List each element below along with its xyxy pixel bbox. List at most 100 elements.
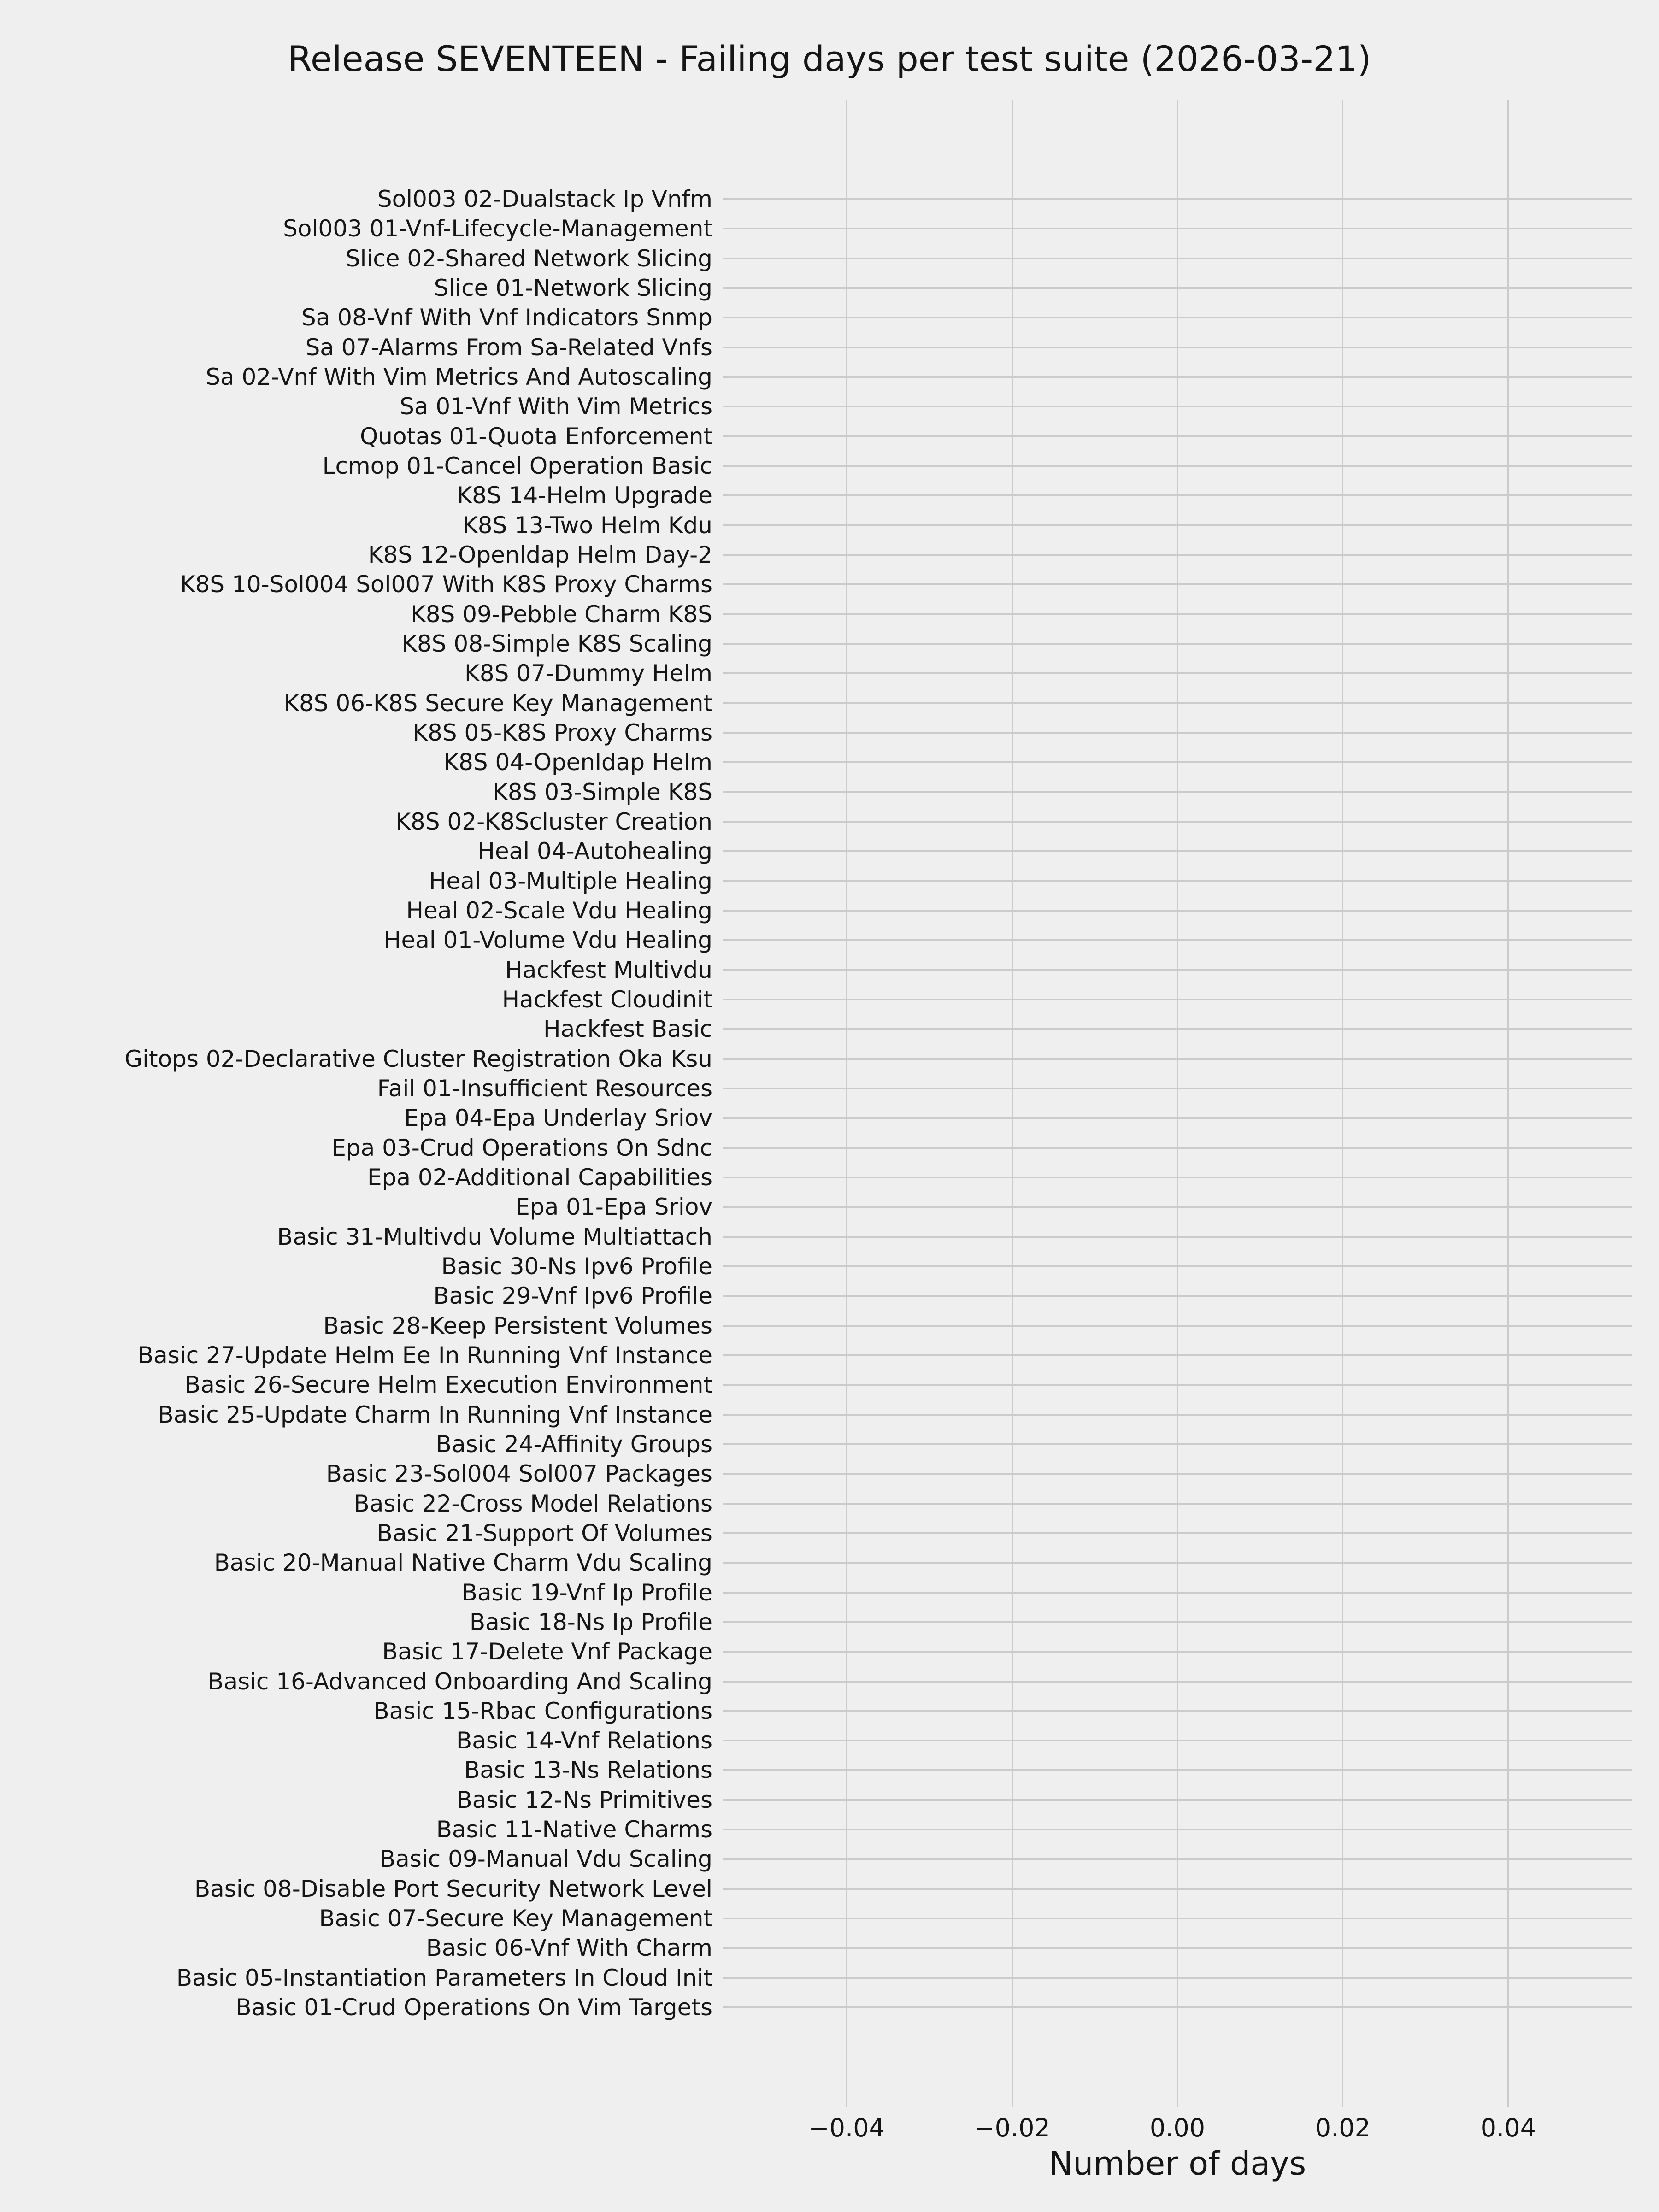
y-axis-label: Basic 14-Vnf Relations xyxy=(456,1727,712,1754)
gridline-horizontal xyxy=(723,1532,1632,1534)
y-axis-label: K8S 02-K8Scluster Creation xyxy=(395,808,712,835)
y-axis-label: Basic 08-Disable Port Security Network L… xyxy=(194,1875,712,1902)
gridline-horizontal xyxy=(723,761,1632,764)
gridline-horizontal xyxy=(723,1147,1632,1149)
y-axis-label: Sa 01-Vnf With Vim Metrics xyxy=(400,393,712,420)
gridline-horizontal xyxy=(723,969,1632,971)
gridline-horizontal xyxy=(723,1295,1632,1297)
gridline-horizontal xyxy=(723,1769,1632,1771)
gridline-horizontal xyxy=(723,583,1632,586)
x-axis-tick-label: −0.02 xyxy=(974,2113,1050,2142)
gridline-horizontal xyxy=(723,1354,1632,1356)
gridline-horizontal xyxy=(723,1740,1632,1742)
y-axis-label: Basic 13-Ns Relations xyxy=(464,1757,712,1784)
y-axis-label: K8S 09-Pebble Charm K8S xyxy=(411,600,712,628)
y-axis-label: K8S 03-Simple K8S xyxy=(493,778,712,806)
x-axis-tick-label: 0.04 xyxy=(1480,2113,1536,2142)
gridline-horizontal xyxy=(723,672,1632,675)
y-axis-label: Lcmop 01-Cancel Operation Basic xyxy=(322,452,712,479)
y-axis-label: Basic 30-Ns Ipv6 Profile xyxy=(441,1253,712,1280)
gridline-vertical xyxy=(1507,100,1509,2107)
gridline-horizontal xyxy=(723,1028,1632,1030)
y-axis-label: Basic 20-Manual Native Charm Vdu Scaling xyxy=(214,1549,712,1577)
y-axis-label: Basic 24-Affinity Groups xyxy=(435,1430,712,1458)
y-axis-label: Basic 06-Vnf With Charm xyxy=(426,1935,712,1962)
gridline-horizontal xyxy=(723,1888,1632,1890)
gridline-horizontal xyxy=(723,998,1632,1000)
y-axis-label: Heal 02-Scale Vdu Healing xyxy=(406,897,712,924)
gridline-horizontal xyxy=(723,228,1632,230)
gridline-horizontal xyxy=(723,376,1632,378)
gridline-horizontal xyxy=(723,1918,1632,1920)
gridline-horizontal xyxy=(723,1235,1632,1238)
y-axis-label: Sol003 02-Dualstack Ip Vnfm xyxy=(377,186,712,212)
gridline-horizontal xyxy=(723,791,1632,793)
x-axis-tick-label: 0.00 xyxy=(1149,2113,1206,2142)
y-axis-label: Slice 01-Network Slicing xyxy=(434,274,712,301)
gridline-horizontal xyxy=(723,850,1632,853)
y-axis-label: Basic 25-Update Charm In Running Vnf Ins… xyxy=(158,1401,712,1428)
y-axis-label: Sol003 01-Vnf-Lifecycle-Management xyxy=(283,215,712,242)
gridline-horizontal xyxy=(723,1829,1632,1831)
y-axis-label: Sa 08-Vnf With Vnf Indicators Snmp xyxy=(301,304,712,331)
gridline-horizontal xyxy=(723,1977,1632,1979)
gridline-vertical xyxy=(846,100,847,2107)
gridline-horizontal xyxy=(723,731,1632,734)
gridline-horizontal xyxy=(723,2006,1632,2009)
gridline-horizontal xyxy=(723,1502,1632,1505)
gridline-horizontal xyxy=(723,1858,1632,1860)
y-axis-label: K8S 12-Openldap Helm Day-2 xyxy=(368,541,712,568)
gridline-horizontal xyxy=(723,1710,1632,1712)
y-axis-label: Basic 15-Rbac Configurations xyxy=(373,1697,712,1724)
gridline-vertical xyxy=(1011,100,1013,2107)
y-axis-label: Slice 02-Shared Network Slicing xyxy=(345,245,712,272)
gridline-horizontal xyxy=(723,702,1632,704)
y-axis-label: Basic 12-Ns Primitives xyxy=(456,1786,713,1813)
gridline-horizontal xyxy=(723,287,1632,289)
y-axis-label: Hackfest Basic xyxy=(543,1016,712,1043)
gridline-horizontal xyxy=(723,1651,1632,1653)
gridline-horizontal xyxy=(723,553,1632,556)
x-axis-tick-label: −0.04 xyxy=(808,2113,885,2142)
y-axis-label: Heal 04-Autohealing xyxy=(477,838,712,865)
y-axis-label: Basic 26-Secure Helm Execution Environme… xyxy=(184,1371,712,1399)
gridline-horizontal xyxy=(723,1058,1632,1060)
x-axis-title: Number of days xyxy=(1048,2145,1306,2183)
gridline-horizontal xyxy=(723,1799,1632,1801)
y-axis-label: Basic 19-Vnf Ip Profile xyxy=(461,1579,712,1606)
gridline-horizontal xyxy=(723,465,1632,467)
y-axis-label: Basic 21-Support Of Volumes xyxy=(377,1519,712,1547)
x-axis-tick-label: 0.02 xyxy=(1315,2113,1371,2142)
y-axis-label: Basic 17-Delete Vnf Package xyxy=(382,1638,712,1665)
gridline-horizontal xyxy=(723,1324,1632,1327)
y-axis-label: Basic 16-Advanced Onboarding And Scaling xyxy=(208,1668,712,1695)
gridline-horizontal xyxy=(723,820,1632,823)
gridline-horizontal xyxy=(723,1087,1632,1089)
y-axis-label: Basic 27-Update Helm Ee In Running Vnf I… xyxy=(137,1341,712,1369)
y-axis-label: Heal 03-Multiple Healing xyxy=(429,867,712,894)
y-axis-label: Basic 23-Sol004 Sol007 Packages xyxy=(326,1460,712,1488)
y-axis-label: K8S 13-Two Helm Kdu xyxy=(462,512,712,539)
gridline-horizontal xyxy=(723,880,1632,882)
gridline-horizontal xyxy=(723,198,1632,200)
y-axis-label: Basic 31-Multivdu Volume Multiattach xyxy=(277,1223,712,1250)
y-axis-label: K8S 06-K8S Secure Key Management xyxy=(284,689,712,717)
y-axis-label: Basic 07-Secure Key Management xyxy=(319,1905,712,1932)
y-axis-label: K8S 05-K8S Proxy Charms xyxy=(412,719,712,746)
gridline-horizontal xyxy=(723,257,1632,259)
y-axis-label: Basic 05-Instantiation Parameters In Clo… xyxy=(176,1964,712,1991)
gridline-horizontal xyxy=(723,435,1632,437)
chart-title: Release SEVENTEEN - Failing days per tes… xyxy=(288,38,1371,79)
y-axis-label: K8S 07-Dummy Helm xyxy=(465,660,712,687)
gridline-horizontal xyxy=(723,1562,1632,1564)
y-axis-label: Fail 01-Insufficient Resources xyxy=(377,1075,712,1102)
gridline-horizontal xyxy=(723,1117,1632,1119)
y-axis-label: Quotas 01-Quota Enforcement xyxy=(359,423,712,450)
gridline-horizontal xyxy=(723,1947,1632,1949)
y-axis-label: Basic 29-Vnf Ipv6 Profile xyxy=(433,1282,712,1310)
gridline-horizontal xyxy=(723,1176,1632,1178)
y-axis-label: Basic 22-Cross Model Relations xyxy=(353,1490,712,1517)
gridline-horizontal xyxy=(723,346,1632,348)
y-axis-label: Basic 01-Crud Operations On Vim Targets xyxy=(235,1994,712,2021)
gridline-horizontal xyxy=(723,524,1632,526)
